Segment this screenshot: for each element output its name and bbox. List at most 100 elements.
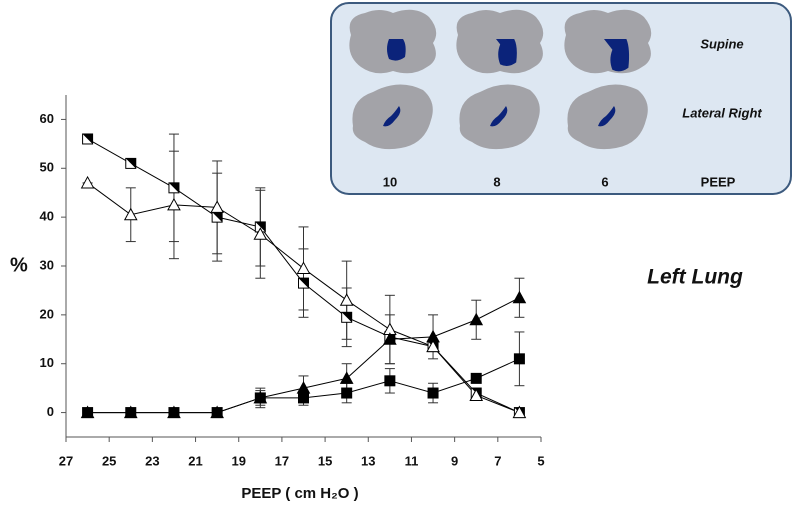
- marker: [168, 182, 180, 194]
- marker-shape: [80, 175, 95, 189]
- marker-half: [298, 278, 309, 289]
- marker: [426, 339, 440, 353]
- marker: [168, 407, 180, 419]
- x-tick-label: 11: [405, 453, 419, 468]
- marker: [123, 207, 138, 221]
- marker: [254, 392, 266, 404]
- y-tick-label: 0: [47, 404, 54, 419]
- marker: [341, 387, 353, 399]
- marker: [427, 387, 439, 399]
- marker-half: [168, 182, 179, 193]
- lung-spot: [387, 39, 406, 61]
- lung-spot: [604, 39, 630, 72]
- marker-shape: [512, 405, 527, 419]
- x-tick-label: 25: [102, 453, 116, 468]
- marker-shape: [168, 407, 180, 419]
- y-tick-label: 50: [40, 160, 54, 175]
- marker-shape: [383, 332, 397, 345]
- marker-shape: [384, 375, 396, 387]
- marker: [384, 375, 396, 387]
- marker-shape: [211, 407, 223, 419]
- lung-spot: [490, 106, 508, 127]
- marker-half: [255, 221, 266, 232]
- marker-shape: [513, 353, 525, 365]
- marker: [426, 329, 440, 343]
- marker-shape: [426, 339, 440, 353]
- marker: [339, 371, 354, 384]
- column-label: 6: [601, 174, 608, 189]
- marker-shape: [298, 392, 309, 404]
- x-tick-label: 23: [145, 453, 159, 468]
- marker: [470, 372, 482, 384]
- x-tick-label: 13: [361, 453, 375, 468]
- marker: [339, 293, 354, 306]
- marker-shape: [254, 392, 266, 404]
- y-tick-label: 10: [40, 355, 54, 370]
- marker: [298, 277, 309, 289]
- marker: [469, 312, 484, 326]
- marker-half: [82, 133, 93, 144]
- marker-shape: [470, 372, 482, 384]
- column-label: 8: [493, 174, 500, 189]
- marker: [211, 211, 223, 223]
- marker: [298, 392, 309, 404]
- annotation: Left Lung: [647, 266, 743, 289]
- marker-shape: [512, 290, 527, 304]
- lung-spot: [383, 106, 401, 127]
- lung-spot: [598, 106, 616, 127]
- y-tick-label: 60: [40, 111, 54, 126]
- marker-shape: [253, 227, 268, 240]
- y-tick-label: 30: [40, 257, 54, 272]
- y-tick-label: 40: [40, 209, 54, 224]
- marker: [469, 388, 484, 401]
- column-label: 10: [383, 174, 397, 189]
- marker-half: [125, 158, 136, 169]
- marker-shape: [427, 387, 439, 399]
- inset-axis-label: PEEP: [701, 174, 736, 189]
- marker-shape: [125, 407, 137, 419]
- marker: [341, 311, 353, 323]
- marker: [80, 175, 95, 189]
- x-tick-label: 9: [451, 453, 458, 468]
- marker-shape: [339, 293, 354, 306]
- marker: [125, 407, 137, 419]
- marker-shape: [296, 261, 311, 274]
- x-tick-label: 5: [537, 453, 544, 468]
- marker: [82, 407, 94, 419]
- y-axis-label: %: [10, 254, 28, 276]
- x-tick-label: 15: [318, 453, 332, 468]
- y-tick-label: 20: [40, 306, 54, 321]
- marker-half: [341, 312, 352, 323]
- x-tick-label: 7: [494, 453, 501, 468]
- marker: [296, 261, 311, 274]
- marker: [383, 332, 397, 345]
- marker: [513, 353, 525, 365]
- marker-shape: [210, 200, 224, 213]
- marker: [167, 197, 181, 211]
- lung-spot: [496, 39, 517, 66]
- row-label: Supine: [700, 36, 743, 51]
- marker-shape: [123, 207, 138, 221]
- inset: Supine Lateral Right 10 8 6 PEEP: [349, 9, 762, 189]
- marker: [210, 200, 224, 213]
- marker-half: [212, 212, 223, 223]
- marker-shape: [426, 329, 440, 343]
- marker: [512, 405, 527, 419]
- marker: [211, 407, 223, 419]
- marker-shape: [339, 371, 354, 384]
- x-tick-label: 27: [59, 453, 73, 468]
- x-axis-label: PEEP ( cm H₂O ): [241, 485, 358, 502]
- x-tick-label: 19: [231, 453, 245, 468]
- marker: [253, 227, 268, 240]
- inset-box: [330, 2, 792, 195]
- marker: [82, 133, 94, 145]
- row-label: Lateral Right: [682, 105, 762, 120]
- marker-shape: [341, 387, 353, 399]
- x-tick-label: 17: [275, 453, 289, 468]
- marker: [125, 157, 137, 169]
- marker-shape: [167, 197, 181, 211]
- x-tick-label: 21: [188, 453, 202, 468]
- marker-shape: [469, 312, 484, 326]
- marker-shape: [82, 407, 94, 419]
